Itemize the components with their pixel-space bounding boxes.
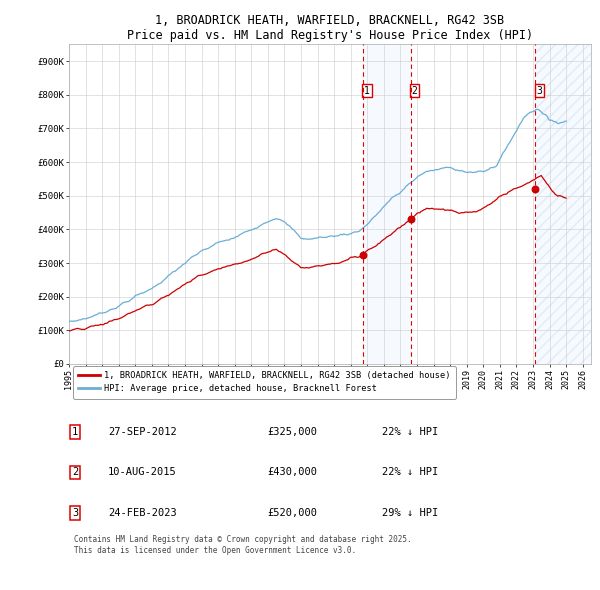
Point — [406, 215, 415, 224]
Point — [530, 184, 540, 194]
Text: 29% ↓ HPI: 29% ↓ HPI — [382, 507, 439, 517]
Text: £430,000: £430,000 — [268, 467, 317, 477]
Text: 3: 3 — [536, 86, 542, 96]
Bar — [535, 44, 591, 364]
Title: 1, BROADRICK HEATH, WARFIELD, BRACKNELL, RG42 3SB
Price paid vs. HM Land Registr: 1, BROADRICK HEATH, WARFIELD, BRACKNELL,… — [127, 14, 533, 42]
Legend: 1, BROADRICK HEATH, WARFIELD, BRACKNELL, RG42 3SB (detached house), HPI: Average: 1, BROADRICK HEATH, WARFIELD, BRACKNELL,… — [73, 366, 456, 399]
Text: £520,000: £520,000 — [268, 507, 317, 517]
Text: 10-AUG-2015: 10-AUG-2015 — [108, 467, 177, 477]
Text: 24-FEB-2023: 24-FEB-2023 — [108, 507, 177, 517]
Bar — [535, 44, 591, 364]
Text: 2: 2 — [412, 86, 418, 96]
Text: 27-SEP-2012: 27-SEP-2012 — [108, 427, 177, 437]
Bar — [363, 44, 410, 364]
Text: 22% ↓ HPI: 22% ↓ HPI — [382, 427, 439, 437]
Text: 3: 3 — [72, 507, 79, 517]
Text: Contains HM Land Registry data © Crown copyright and database right 2025.
This d: Contains HM Land Registry data © Crown c… — [74, 535, 412, 555]
Text: 2: 2 — [72, 467, 79, 477]
Text: 1: 1 — [72, 427, 79, 437]
Text: 22% ↓ HPI: 22% ↓ HPI — [382, 467, 439, 477]
Point — [358, 250, 368, 260]
Text: £325,000: £325,000 — [268, 427, 317, 437]
Text: 1: 1 — [364, 86, 370, 96]
